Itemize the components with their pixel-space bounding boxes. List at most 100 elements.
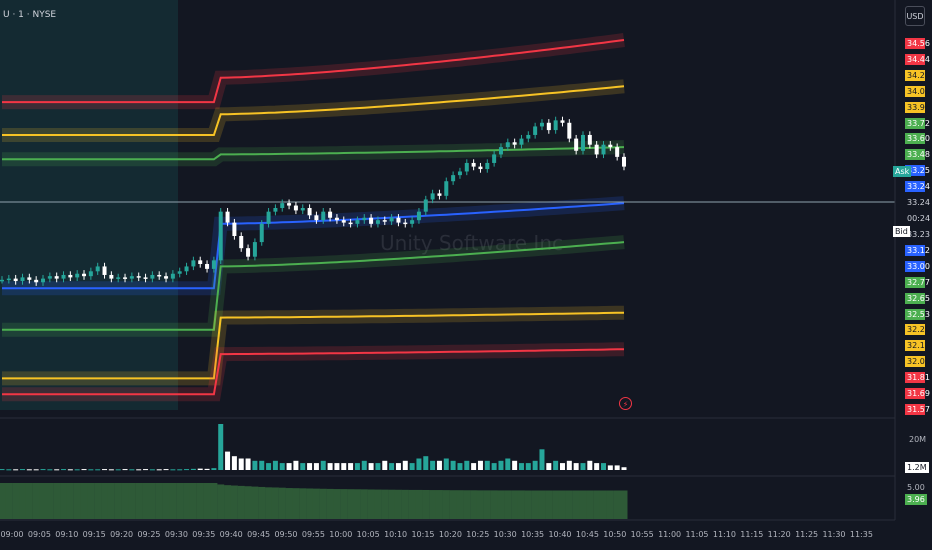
- volume-bar: [341, 463, 347, 470]
- price-label: 33.25: [905, 165, 930, 177]
- indicator-bar: [497, 490, 505, 519]
- volume-bar: [170, 469, 176, 471]
- indicator-bar: [203, 483, 211, 519]
- candle: [61, 274, 66, 279]
- time-tick: 09:00: [0, 530, 24, 539]
- volume-bar: [143, 469, 149, 471]
- candle: [526, 134, 531, 139]
- indicator-bar: [73, 483, 81, 519]
- price-label: 32.53: [905, 308, 930, 320]
- indicator-bar: [292, 488, 300, 519]
- time-tick: 10:40: [548, 530, 572, 539]
- candle: [136, 276, 141, 278]
- indicator-bar: [224, 485, 232, 519]
- volume-bar: [553, 460, 559, 470]
- time-tick: 09:20: [110, 530, 134, 539]
- volume-bar: [416, 458, 422, 470]
- lightning-icon[interactable]: ⚡: [619, 397, 632, 410]
- indicator-bar: [401, 489, 409, 519]
- indicator-bar: [340, 489, 348, 519]
- volume-bar: [204, 468, 210, 470]
- time-tick: 10:35: [521, 530, 545, 539]
- band-line-1: [2, 85, 625, 136]
- volume-bar: [47, 469, 53, 471]
- candle: [82, 273, 87, 277]
- candle: [143, 277, 148, 279]
- band-line-5: [2, 311, 625, 380]
- time-tick: 10:30: [493, 530, 517, 539]
- volume-bar: [307, 463, 313, 470]
- price-label: 34.20: [905, 69, 930, 81]
- candle: [546, 122, 551, 131]
- volume-bar: [614, 465, 620, 470]
- indicator-bar: [374, 489, 382, 519]
- candle: [88, 271, 93, 277]
- indicator-bar: [599, 490, 607, 519]
- candle: [47, 276, 52, 279]
- candle: [259, 223, 264, 243]
- price-label: 31.57: [905, 404, 930, 415]
- volume-bar: [211, 468, 217, 470]
- candle: [321, 211, 326, 221]
- volume-last-value: 1.2M: [905, 462, 929, 473]
- volume-bar: [102, 469, 108, 471]
- price-label: 33.24: [905, 197, 930, 209]
- volume-bar: [225, 451, 231, 470]
- volume-bar: [382, 460, 388, 470]
- indicator-bar: [312, 488, 320, 519]
- candle: [587, 134, 592, 145]
- candle: [34, 279, 39, 283]
- time-tick: 11:30: [822, 530, 846, 539]
- candle: [410, 220, 415, 224]
- candle: [116, 277, 121, 279]
- candle: [416, 211, 421, 221]
- indicator-bar: [449, 490, 457, 519]
- indicator-bar: [415, 489, 423, 519]
- time-tick: 11:15: [740, 530, 764, 539]
- time-tick: 11:20: [767, 530, 791, 539]
- indicator-bar: [306, 488, 314, 519]
- indicator-bar: [333, 489, 341, 519]
- time-tick: 09:50: [274, 530, 298, 539]
- candle: [369, 217, 374, 224]
- candle: [164, 276, 169, 279]
- indicator-bar: [258, 486, 266, 519]
- volume-bar: [525, 463, 531, 470]
- volume-bar: [464, 460, 470, 470]
- volume-bar: [67, 469, 73, 471]
- candle: [184, 266, 189, 272]
- currency-button[interactable]: USD: [905, 6, 925, 26]
- time-tick: 11:25: [795, 530, 819, 539]
- indicator-bar: [299, 488, 307, 519]
- volume-bar: [368, 463, 374, 470]
- volume-bar: [539, 449, 545, 470]
- indicator-last-value: 3.96: [905, 494, 927, 505]
- time-tick: 09:40: [219, 530, 243, 539]
- time-tick: 10:05: [356, 530, 380, 539]
- time-tick: 09:15: [82, 530, 106, 539]
- volume-bar: [532, 460, 538, 470]
- indicator-bar: [531, 490, 539, 519]
- indicator-bar: [353, 489, 361, 519]
- indicator-bar: [60, 483, 68, 519]
- volume-bar: [95, 469, 101, 471]
- volume-bar: [20, 469, 26, 471]
- time-tick: 10:00: [329, 530, 353, 539]
- candle: [437, 193, 442, 196]
- time-tick: 10:15: [411, 530, 435, 539]
- candle: [444, 181, 449, 196]
- volume-bar: [594, 463, 600, 470]
- candle: [20, 277, 25, 282]
- price-label: 32.05: [905, 356, 930, 368]
- price-label: 00:24: [905, 213, 931, 225]
- indicator-bar: [176, 483, 184, 519]
- volume-bar: [218, 424, 224, 470]
- time-tick: 10:45: [575, 530, 599, 539]
- indicator-bar: [558, 490, 566, 519]
- volume-bar: [361, 460, 367, 470]
- indicator-bar: [217, 484, 225, 519]
- indicator-bar: [394, 489, 402, 519]
- indicator-bar: [135, 483, 143, 519]
- volume-bar: [238, 458, 244, 470]
